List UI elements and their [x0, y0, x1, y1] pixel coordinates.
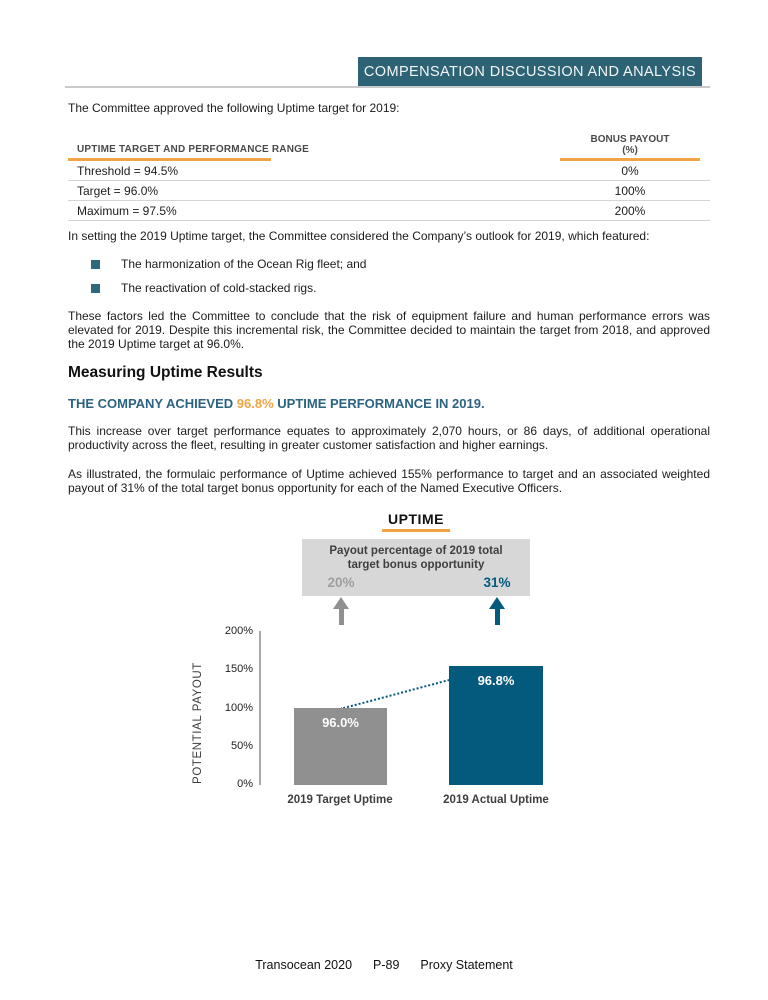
callout-box-label: Payout percentage of 2019 total target b… — [329, 545, 503, 571]
list-item-text: The harmonization of the Ocean Rig fleet… — [121, 257, 367, 271]
footer-page-number: P-89 — [373, 958, 400, 972]
y-tick-150: 150% — [224, 663, 253, 675]
y-tick-100: 100% — [224, 702, 253, 714]
table-row: Maximum = 97.5% 200% — [68, 201, 710, 221]
list-item-text: The reactivation of cold-stacked rigs. — [121, 281, 317, 295]
page-footer: Transocean 2020 P-89 Proxy Statement — [0, 958, 768, 972]
chart-title: UPTIME — [382, 511, 450, 532]
footer-label: Proxy Statement — [420, 958, 513, 972]
up-arrow-icon — [333, 597, 349, 625]
outlook-paragraph: In setting the 2019 Uptime target, the C… — [68, 229, 650, 243]
intro-paragraph: The Committee approved the following Upt… — [68, 101, 400, 115]
table-row: Target = 96.0% 100% — [68, 181, 710, 201]
bar-value-label: 96.0% — [322, 715, 359, 731]
x-category-target: 2019 Target Uptime — [287, 794, 393, 806]
bar-actual-uptime: 96.8% — [449, 666, 543, 785]
square-bullet-icon — [91, 284, 100, 293]
y-tick-200: 200% — [224, 625, 253, 637]
section-banner: COMPENSATION DISCUSSION AND ANALYSIS — [358, 57, 702, 87]
y-tick-50: 50% — [230, 740, 253, 752]
arrow-head — [489, 597, 505, 609]
y-axis-line — [259, 631, 261, 785]
table-cell-range: Target = 96.0% — [77, 183, 159, 198]
arrow-stem — [494, 609, 500, 625]
page-content: The Committee approved the following Upt… — [68, 88, 710, 819]
table-cell-payout: 0% — [621, 163, 639, 178]
achievement-statement: THE COMPANY ACHIEVED 96.8% UPTIME PERFOR… — [68, 397, 710, 411]
arrow-head — [333, 597, 349, 609]
x-category-actual: 2019 Actual Uptime — [443, 794, 549, 806]
arrow-stem — [338, 609, 344, 625]
list-item: The harmonization of the Ocean Rig fleet… — [68, 257, 710, 271]
table-header-payout-line1: BONUS PAYOUT — [590, 134, 670, 145]
table-cell-payout: 100% — [614, 183, 646, 198]
table-header-payout: BONUS PAYOUT (%) — [560, 134, 700, 161]
statement-highlight: 96.8% — [236, 396, 274, 411]
increase-paragraph: This increase over target performance eq… — [68, 424, 710, 452]
statement-prefix: THE COMPANY ACHIEVED — [68, 396, 237, 411]
callout-value-target: 20% — [327, 575, 355, 590]
illustrated-paragraph: As illustrated, the formulaic performanc… — [68, 467, 710, 495]
y-axis-label: POTENTIAL PAYOUT — [192, 662, 204, 784]
bullet-list: The harmonization of the Ocean Rig fleet… — [68, 257, 710, 295]
table-row: Threshold = 94.5% 0% — [68, 161, 710, 181]
statement-suffix: UPTIME PERFORMANCE IN 2019. — [273, 396, 485, 411]
square-bullet-icon — [91, 260, 100, 269]
payout-callout-box: Payout percentage of 2019 total target b… — [302, 539, 530, 596]
footer-company: Transocean 2020 — [255, 958, 353, 972]
y-tick-0: 0% — [237, 778, 253, 790]
table-cell-range: Maximum = 97.5% — [77, 203, 177, 218]
table-cell-payout: 200% — [614, 203, 646, 218]
bar-target-uptime: 96.0% — [294, 708, 387, 785]
bar-value-label: 96.8% — [477, 673, 515, 689]
up-arrow-icon — [489, 597, 505, 625]
header-rule — [65, 86, 710, 88]
table-header-payout-line2: (%) — [622, 145, 638, 156]
table-cell-range: Threshold = 94.5% — [77, 163, 179, 178]
uptime-target-table: UPTIME TARGET AND PERFORMANCE RANGE BONU… — [68, 134, 710, 221]
table-header-row: UPTIME TARGET AND PERFORMANCE RANGE BONU… — [68, 134, 710, 161]
factors-paragraph: These factors led the Committee to concl… — [68, 309, 710, 351]
table-header-range-label: UPTIME TARGET AND PERFORMANCE RANGE — [68, 142, 309, 161]
table-header-range: UPTIME TARGET AND PERFORMANCE RANGE — [68, 142, 560, 161]
callout-value-actual: 31% — [483, 575, 511, 590]
list-item: The reactivation of cold-stacked rigs. — [68, 281, 710, 295]
section-heading: Measuring Uptime Results — [68, 364, 263, 381]
uptime-chart: UPTIME Payout percentage of 2019 total t… — [68, 507, 710, 819]
trend-dotted-line — [340, 678, 450, 710]
